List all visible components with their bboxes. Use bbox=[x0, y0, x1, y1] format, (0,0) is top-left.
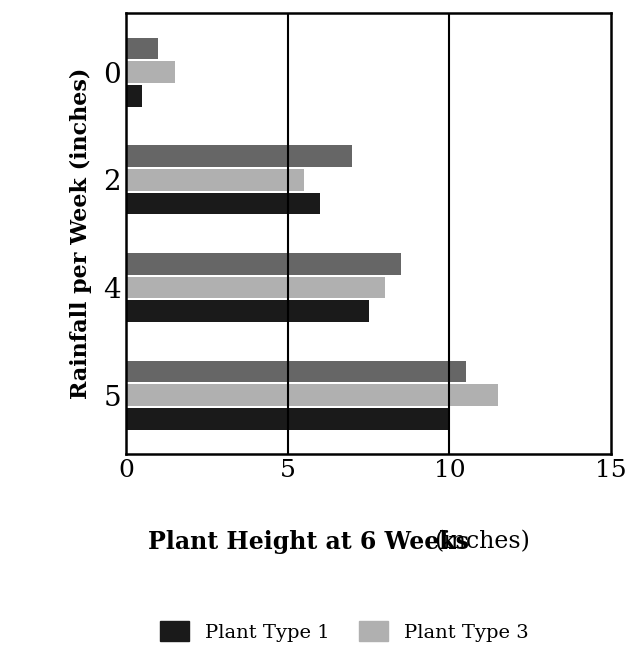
Bar bbox=[126, 276, 385, 299]
Bar bbox=[126, 253, 401, 275]
Text: (inches): (inches) bbox=[434, 530, 530, 554]
Bar bbox=[126, 300, 369, 322]
Bar bbox=[126, 193, 320, 214]
Bar bbox=[126, 61, 175, 83]
Bar bbox=[126, 408, 449, 430]
Bar bbox=[126, 361, 466, 382]
Bar bbox=[126, 85, 142, 106]
Text: Plant Height at 6 Weeks: Plant Height at 6 Weeks bbox=[148, 530, 469, 554]
Bar bbox=[126, 145, 352, 167]
Y-axis label: Rainfall per Week (inches): Rainfall per Week (inches) bbox=[70, 68, 92, 399]
Bar bbox=[126, 38, 158, 60]
Bar bbox=[126, 384, 498, 406]
Legend: Plant Type 1, Plant Type 2, Plant Type 3: Plant Type 1, Plant Type 2, Plant Type 3 bbox=[160, 621, 529, 649]
Bar bbox=[126, 169, 304, 191]
